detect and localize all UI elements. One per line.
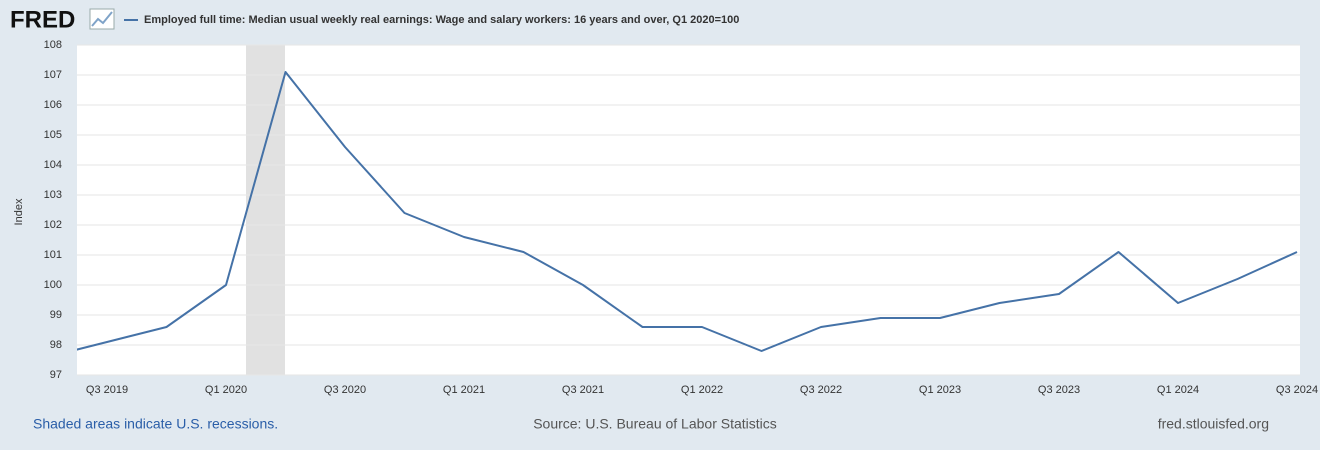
y-tick-label: 99 [50, 309, 62, 321]
x-tick-label: Q1 2024 [1157, 384, 1199, 396]
x-tick-label: Q1 2020 [205, 384, 247, 396]
x-tick-label: Q3 2023 [1038, 384, 1080, 396]
x-tick-label: Q3 2021 [562, 384, 604, 396]
y-tick-label: 106 [44, 99, 62, 111]
y-tick-label: 101 [44, 249, 62, 261]
y-tick-label: 100 [44, 279, 62, 291]
x-tick-label: Q1 2021 [443, 384, 485, 396]
x-tick-label: Q1 2023 [919, 384, 961, 396]
x-tick-label: Q3 2022 [800, 384, 842, 396]
y-tick-label: 98 [50, 339, 62, 351]
x-tick-label: Q3 2024 [1276, 384, 1318, 396]
y-tick-label: 104 [44, 159, 62, 171]
plot-lines [77, 71, 1298, 352]
y-tick-label: 105 [44, 129, 62, 141]
logo: FRED [10, 6, 75, 33]
x-tick-label: Q3 2020 [324, 384, 366, 396]
logo-icon [89, 8, 115, 30]
y-axis-label: Index [13, 198, 25, 225]
y-tick-label: 97 [50, 369, 62, 381]
y-tick-label: 102 [44, 219, 62, 231]
legend-label: Employed full time: Median usual weekly … [144, 14, 739, 26]
recession-note: Shaded areas indicate U.S. recessions. [33, 416, 278, 432]
x-tick-label: Q1 2022 [681, 384, 723, 396]
y-tick-label: 103 [44, 189, 62, 201]
source: Source: U.S. Bureau of Labor Statistics [533, 416, 777, 432]
x-tick-label: Q3 2019 [86, 384, 128, 396]
site: fred.stlouisfed.org [1158, 416, 1269, 432]
series-line [77, 71, 1298, 352]
y-tick-label: 107 [44, 69, 62, 81]
y-tick-label: 108 [44, 39, 62, 51]
